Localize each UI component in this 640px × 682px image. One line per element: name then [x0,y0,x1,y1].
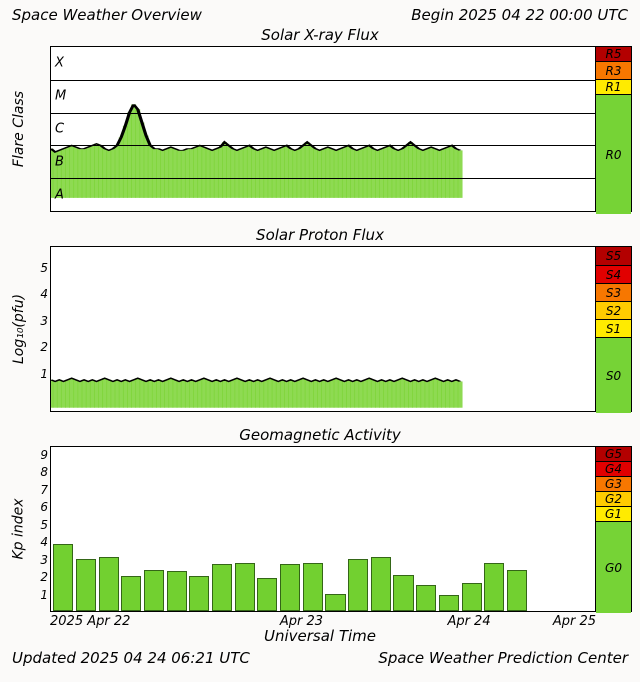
panel1-plot: X M C B A [50,46,596,212]
ytick-label: 2 [40,571,48,583]
scale-cell: G2 [596,491,631,506]
footer-left: Updated 2025 04 24 06:21 UTC [12,649,250,667]
scale-cell: S3 [596,283,631,301]
panel3-scale: G5G4G3G2G1G0 [596,446,632,612]
kp-bar [484,563,504,611]
ytick-label: 3 [40,315,48,327]
xaxis-tick: 2025 Apr 22 [50,614,218,629]
header-left: Space Weather Overview [12,6,202,24]
kp-bar [53,544,73,611]
panel3-title: Geomagnetic Activity [8,426,632,444]
scale-cell: G0 [596,521,631,613]
panel1-scale: R5R3R1R0 [596,46,632,212]
ytick-label: 6 [40,501,48,513]
kp-bar [121,576,141,611]
kp-bar [416,585,436,611]
ytick-label: 9 [40,449,48,461]
kp-bar [76,559,96,611]
panel3-ylabel: Kp index [11,498,27,559]
kp-bar [212,564,232,611]
scale-cell: R3 [596,61,631,79]
panel2-scale: S5S4S3S2S1S0 [596,246,632,412]
panel3-yticks: 9 8 7 6 5 4 3 2 1 [30,446,50,612]
panel-xray: Solar X-ray Flux Flare Class XMCBA R5R3R… [8,26,632,212]
scale-cell: G5 [596,447,631,461]
ytick-label: 4 [40,288,48,300]
flare-class-label: B [55,154,64,169]
ytick-label: 3 [40,554,48,566]
scale-cell: G1 [596,506,631,521]
panel2-title: Solar Proton Flux [8,226,632,244]
ytick-label: 1 [40,368,48,380]
kp-bar [348,559,368,611]
scale-cell: R1 [596,79,631,94]
ytick-label: 4 [40,536,48,548]
panel1-yticks [30,46,50,212]
kp-bar [507,570,527,611]
panel-geomag: Geomagnetic Activity Kp index 987654321 … [8,426,632,645]
scale-cell: R5 [596,47,631,61]
xaxis-label: Universal Time [8,627,632,645]
panel1-title: Solar X-ray Flux [8,26,632,44]
scale-cell: S4 [596,265,631,283]
xaxis-tick: Apr 24 [385,614,553,629]
panel3-plot [50,446,596,612]
xaxis-tick: Apr 25 [553,614,596,629]
panel2-ylabel: Log₁₀(pfu) [11,294,27,364]
scale-cell: G3 [596,476,631,491]
flare-class-label: C [55,122,64,137]
panel-proton: Solar Proton Flux Log₁₀(pfu) 54321 S5S4S… [8,226,632,412]
kp-bar [393,575,413,611]
kp-bar [144,570,164,611]
ytick-label: 5 [40,262,48,274]
panel2-yticks: 5 4 3 2 1 [30,246,50,412]
panel1-ylabel: Flare Class [11,91,27,167]
footer-right: Space Weather Prediction Center [378,649,628,667]
scale-cell: S5 [596,247,631,265]
kp-bar [371,557,391,611]
scale-cell: S1 [596,319,631,337]
scale-cell: R0 [596,94,631,214]
ytick-label: 5 [40,519,48,531]
ytick-label: 2 [40,341,48,353]
kp-bar [462,583,482,611]
ytick-label: 7 [40,484,48,496]
kp-bar [99,557,119,611]
kp-bar [257,578,277,611]
kp-bar [325,594,345,611]
panels-container: Solar X-ray Flux Flare Class XMCBA R5R3R… [8,26,632,645]
scale-cell: S2 [596,301,631,319]
kp-bar [303,563,323,611]
ytick-label: 1 [40,589,48,601]
header-right: Begin 2025 04 22 00:00 UTC [411,6,628,24]
kp-bar [189,576,209,611]
kp-bar [167,571,187,611]
kp-bar [280,564,300,611]
scale-cell: G4 [596,461,631,476]
flare-class-label: X [55,56,64,71]
flare-class-label: M [55,89,66,104]
scale-cell: S0 [596,337,631,413]
flare-class-label: A [55,187,64,202]
kp-bar [235,563,255,611]
kp-bar [439,595,459,611]
panel2-plot [50,246,596,412]
ytick-label: 8 [40,466,48,478]
